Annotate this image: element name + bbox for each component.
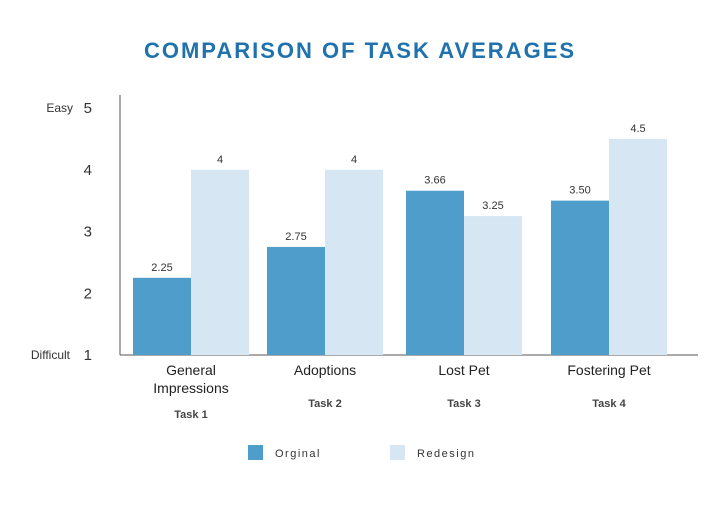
bar-redesign-3	[464, 216, 522, 355]
category-label: General	[166, 362, 216, 378]
data-label: 3.50	[569, 185, 590, 197]
task-label: Task 2	[308, 398, 341, 410]
y-tick-label: 3	[84, 224, 92, 241]
data-label: 2.75	[285, 231, 306, 243]
legend-swatch-orginal	[248, 445, 263, 460]
task-label: Task 1	[174, 409, 207, 421]
bar-orginal-1	[133, 277, 191, 355]
y-axis-bottom-label: Difficult	[31, 348, 71, 362]
bar-orginal-4	[551, 200, 609, 355]
category-label: Lost Pet	[438, 362, 489, 378]
legend-label-orginal: Orginal	[275, 448, 321, 460]
category-label: Fostering Pet	[567, 362, 650, 378]
bar-orginal-3	[406, 190, 464, 355]
task-label: Task 4	[592, 398, 626, 410]
bar-redesign-2	[325, 169, 383, 355]
legend-swatch-redesign	[390, 445, 405, 460]
legend-label-redesign: Redesign	[417, 448, 475, 460]
data-label: 3.66	[424, 175, 445, 187]
category-label: Impressions	[153, 380, 228, 396]
category-label: Adoptions	[294, 362, 356, 378]
data-label: 4.5	[630, 123, 645, 135]
y-axis-top-label: Easy	[46, 101, 73, 115]
chart-title: COMPARISON OF TASK AVERAGES	[143, 38, 577, 63]
y-tick-label: 1	[84, 347, 92, 364]
bar-redesign-4	[609, 138, 667, 355]
data-label: 2.25	[151, 262, 172, 274]
bar-orginal-2	[267, 246, 325, 355]
y-tick-label: 5	[84, 100, 92, 117]
y-tick-label: 4	[84, 162, 92, 179]
data-label: 4	[351, 154, 357, 166]
bar-redesign-1	[191, 169, 249, 355]
data-label: 4	[217, 154, 223, 166]
data-label: 3.25	[482, 200, 503, 212]
task-label: Task 3	[447, 398, 480, 410]
y-tick-label: 2	[84, 285, 92, 302]
